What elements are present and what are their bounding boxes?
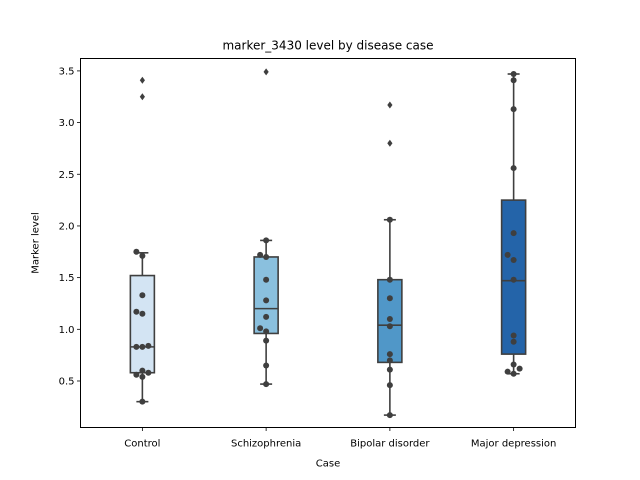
data-point <box>510 276 517 283</box>
data-point <box>386 295 393 302</box>
data-point <box>263 381 270 388</box>
box-group: Bipolar disorder <box>350 101 430 450</box>
data-point <box>386 382 393 389</box>
data-point <box>510 361 517 368</box>
y-tick-label: 2.5 <box>59 170 75 181</box>
plot-area: 0.5 1.0 1.5 2.0 2.5 3.0 3.5 Control Schizophreni… <box>59 66 557 449</box>
y-tick-label: 1.5 <box>59 273 75 284</box>
data-point <box>386 216 393 223</box>
outlier-marker <box>387 101 393 109</box>
y-tick-label: 0.5 <box>59 376 75 387</box>
x-tick-label: Schizophrenia <box>231 439 301 450</box>
data-point <box>386 357 393 364</box>
data-point <box>510 230 517 237</box>
y-tick-label: 3.5 <box>59 66 75 77</box>
data-point <box>139 252 146 259</box>
data-point <box>139 367 146 374</box>
data-point <box>510 370 517 377</box>
data-point <box>145 342 152 349</box>
data-point <box>516 365 523 372</box>
data-point <box>263 328 270 335</box>
data-point <box>263 253 270 260</box>
data-point <box>263 237 270 244</box>
y-tick-label: 1.0 <box>59 325 75 336</box>
y-tick-label: 2.0 <box>59 221 75 232</box>
data-point <box>510 338 517 345</box>
box-group: Schizophrenia <box>231 68 301 450</box>
data-point <box>133 248 140 255</box>
box <box>129 274 156 374</box>
data-point <box>386 276 393 283</box>
y-tick-label: 3.0 <box>59 118 75 129</box>
data-point <box>133 343 140 350</box>
data-point <box>133 371 140 378</box>
plot-frame <box>80 58 576 428</box>
data-point <box>257 325 264 332</box>
box-group: Control <box>124 76 160 450</box>
data-point <box>510 332 517 339</box>
x-tick-label: Major depression <box>471 439 557 450</box>
data-point <box>510 71 517 78</box>
data-point <box>139 310 146 317</box>
data-point <box>263 362 270 369</box>
data-point <box>139 343 146 350</box>
data-point <box>386 366 393 373</box>
x-tick-label: Bipolar disorder <box>350 439 430 450</box>
data-point <box>504 368 511 375</box>
x-axis-label: Case <box>316 459 340 470</box>
data-point <box>386 315 393 322</box>
data-point <box>386 351 393 358</box>
x-tick-label: Control <box>124 439 160 450</box>
box <box>253 256 279 335</box>
chart-title: marker_3430 level by disease case <box>222 39 433 53</box>
outlier-marker <box>387 139 393 147</box>
y-axis-label: Marker level <box>31 212 42 274</box>
data-point <box>263 276 270 283</box>
data-point <box>263 313 270 320</box>
data-point <box>386 412 393 419</box>
data-point <box>133 308 140 315</box>
data-point <box>510 165 517 172</box>
data-point <box>139 398 146 405</box>
outlier-marker <box>139 93 145 101</box>
box-group: Major depression <box>471 71 557 450</box>
outlier-marker <box>139 76 145 84</box>
data-point <box>263 297 270 304</box>
data-point <box>263 337 270 344</box>
data-point <box>139 292 146 299</box>
data-point <box>257 251 264 258</box>
data-point <box>139 373 146 380</box>
data-point <box>510 106 517 113</box>
data-point <box>145 369 152 376</box>
data-point <box>510 77 517 84</box>
outlier-marker <box>263 68 269 76</box>
data-point <box>504 251 511 258</box>
data-point <box>510 257 517 264</box>
data-point <box>386 323 393 330</box>
